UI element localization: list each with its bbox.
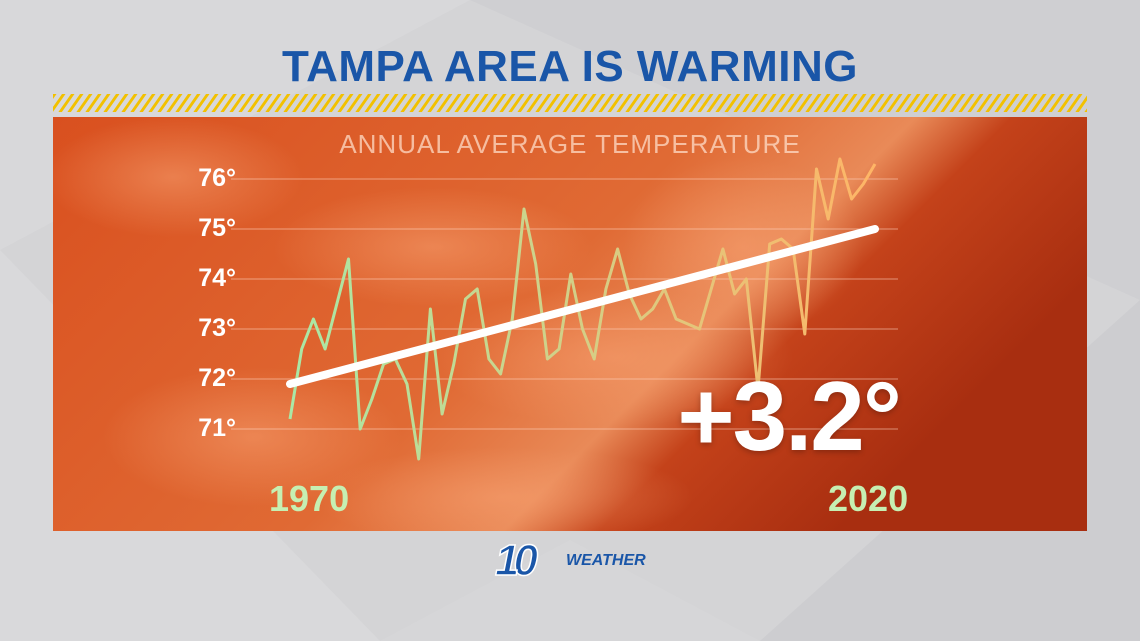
chart-subtitle: ANNUAL AVERAGE TEMPERATURE xyxy=(339,129,801,159)
page-title: TAMPA AREA IS WARMING xyxy=(282,42,858,91)
logo-mark: 10 xyxy=(495,537,538,581)
y-tick-label: 73° xyxy=(198,314,236,342)
x-label-end: 2020 xyxy=(828,478,909,519)
annual-temperature-line xyxy=(288,157,877,461)
chart-panel xyxy=(53,117,1087,531)
y-tick-label: 76° xyxy=(198,164,236,192)
hatched-divider xyxy=(53,94,1087,112)
y-tick-label: 72° xyxy=(198,364,236,392)
x-label-start: 1970 xyxy=(269,478,350,519)
y-tick-label: 75° xyxy=(198,214,236,242)
plot-series xyxy=(286,157,879,461)
station-10-logo: 10 xyxy=(494,537,545,581)
trend-line xyxy=(286,225,879,388)
temperature-change-annotation: +3.2° xyxy=(677,361,902,471)
y-tick-label: 74° xyxy=(198,264,236,292)
y-tick-label: 71° xyxy=(198,414,236,442)
logo-text: WEATHER xyxy=(566,552,646,569)
